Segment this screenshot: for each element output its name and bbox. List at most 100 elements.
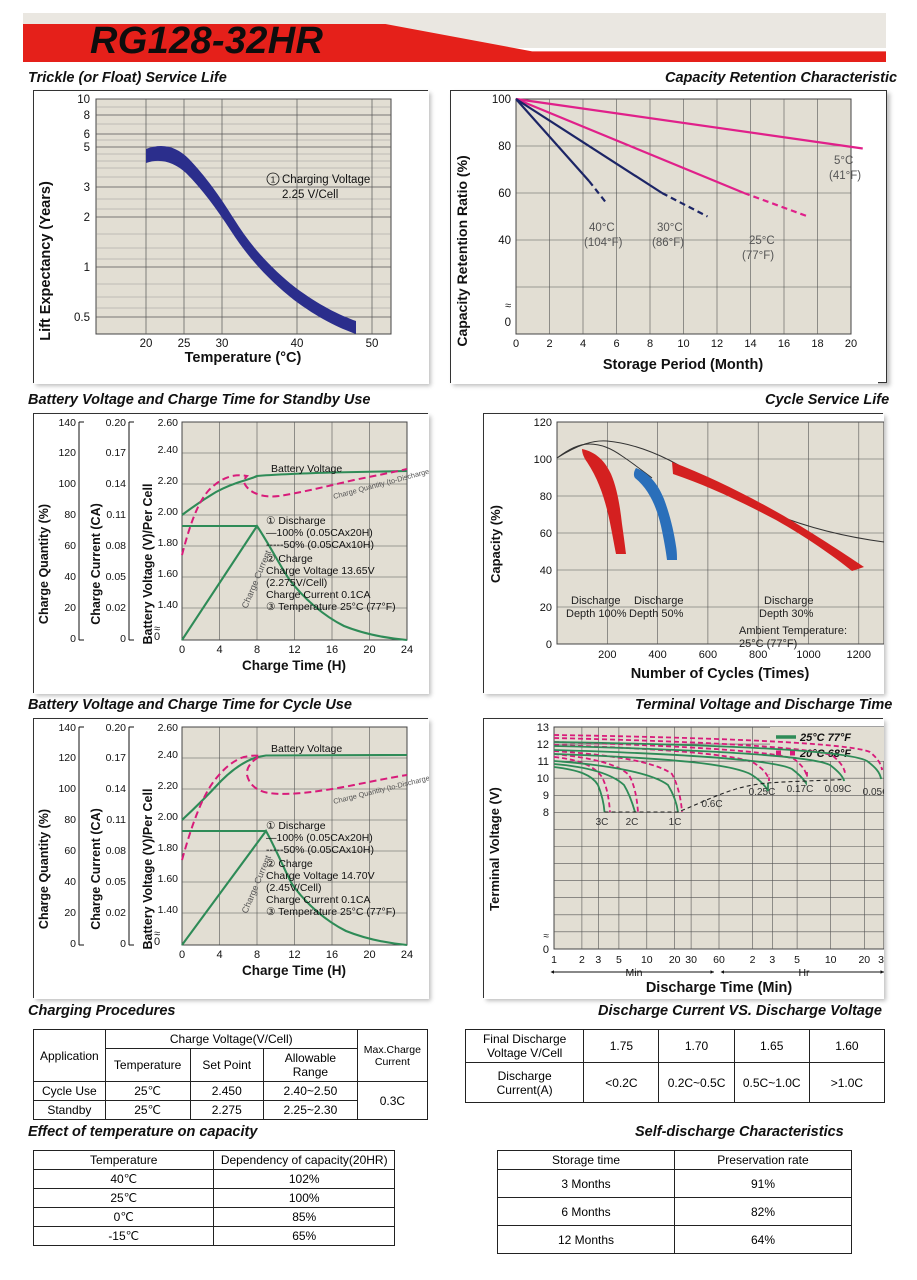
- svg-text:0.17: 0.17: [106, 447, 127, 459]
- svg-text:Charge Time (H): Charge Time (H): [242, 658, 346, 673]
- svg-text:40: 40: [540, 565, 552, 577]
- svg-text:2.60: 2.60: [158, 417, 179, 429]
- svg-text:120: 120: [58, 447, 76, 459]
- svg-text:1.80: 1.80: [158, 842, 179, 854]
- svg-text:80: 80: [64, 509, 76, 521]
- svg-text:60: 60: [540, 528, 552, 540]
- svg-text:60: 60: [64, 845, 76, 857]
- svg-text:2.40: 2.40: [158, 749, 179, 761]
- svg-text:12: 12: [537, 739, 549, 751]
- svg-text:120: 120: [58, 752, 76, 764]
- svg-text:13: 13: [537, 722, 549, 734]
- svg-text:0.25C: 0.25C: [749, 787, 776, 798]
- svg-text:-----50% (0.05CAx10H): -----50% (0.05CAx10H): [266, 844, 374, 856]
- svg-text:25: 25: [178, 338, 191, 350]
- svg-text:0: 0: [513, 338, 519, 350]
- svg-text:0.5: 0.5: [74, 312, 90, 324]
- svg-text:40: 40: [498, 235, 511, 247]
- svg-text:Ambient Temperature:: Ambient Temperature:: [739, 625, 847, 637]
- svg-text:5: 5: [616, 954, 622, 966]
- svg-text:3: 3: [595, 954, 601, 966]
- svg-text:(2.275V/Cell): (2.275V/Cell): [266, 577, 327, 589]
- svg-text:2: 2: [546, 338, 552, 350]
- svg-text:1C: 1C: [669, 817, 682, 828]
- svg-text:Discharge: Discharge: [764, 595, 814, 607]
- svg-text:① Discharge: ① Discharge: [266, 820, 326, 832]
- svg-text:Storage Period (Month): Storage Period (Month): [603, 357, 763, 373]
- svg-text:Charge Current (CA): Charge Current (CA): [89, 503, 103, 625]
- svg-text:30°C: 30°C: [657, 222, 683, 234]
- svg-text:8: 8: [254, 644, 260, 656]
- svg-text:Charge Quantity (%): Charge Quantity (%): [37, 809, 51, 929]
- svg-text:Hr: Hr: [798, 967, 810, 979]
- svg-text:0: 0: [179, 949, 185, 961]
- svg-text:1000: 1000: [796, 649, 820, 661]
- svg-text:20: 20: [540, 602, 552, 614]
- svg-text:24: 24: [401, 644, 413, 656]
- svg-text:① Discharge: ① Discharge: [266, 515, 326, 527]
- svg-text:6: 6: [84, 129, 90, 141]
- svg-text:20: 20: [845, 338, 857, 350]
- svg-text:0.11: 0.11: [106, 814, 126, 826]
- svg-text:600: 600: [699, 649, 717, 661]
- svg-text:80: 80: [64, 814, 76, 826]
- svg-text:(77°F): (77°F): [742, 250, 774, 262]
- svg-text:0: 0: [70, 938, 76, 950]
- svg-text:10: 10: [77, 94, 90, 106]
- svg-text:24: 24: [401, 949, 413, 961]
- svg-text:③ Temperature 25°C (77°F): ③ Temperature 25°C (77°F): [266, 601, 396, 613]
- svg-text:0.02: 0.02: [106, 602, 127, 614]
- svg-text:Temperature (°C): Temperature (°C): [185, 350, 302, 366]
- svg-text:Discharge: Discharge: [571, 595, 621, 607]
- svg-text:2.60: 2.60: [158, 722, 179, 734]
- svg-text:1200: 1200: [847, 649, 871, 661]
- svg-text:20: 20: [363, 949, 375, 961]
- svg-text:8: 8: [543, 807, 549, 819]
- svg-text:40: 40: [64, 571, 76, 583]
- svg-text:0.05: 0.05: [106, 571, 127, 583]
- svg-text:2.20: 2.20: [158, 780, 179, 792]
- svg-text:0.09C: 0.09C: [825, 784, 852, 795]
- svg-text:50: 50: [366, 338, 379, 350]
- svg-text:100: 100: [492, 94, 511, 106]
- svg-text:1: 1: [551, 954, 557, 966]
- svg-text:40°C: 40°C: [589, 222, 615, 234]
- svg-text:0: 0: [543, 944, 549, 956]
- svg-text:0: 0: [546, 639, 552, 651]
- svg-text:1.40: 1.40: [158, 599, 179, 611]
- svg-text:20°C 68°F: 20°C 68°F: [799, 748, 851, 760]
- svg-text:Capacity Retention Ratio (%): Capacity Retention Ratio (%): [454, 155, 470, 346]
- svg-text:16: 16: [326, 644, 338, 656]
- svg-text:0.17: 0.17: [106, 752, 127, 764]
- svg-text:≈: ≈: [544, 931, 550, 942]
- svg-text:Discharge: Discharge: [634, 595, 684, 607]
- svg-text:1: 1: [84, 262, 90, 274]
- svg-text:Depth 100%: Depth 100%: [566, 608, 627, 620]
- svg-text:Charge Voltage 13.65V: Charge Voltage 13.65V: [266, 565, 375, 577]
- svg-text:Charge Quantity (%): Charge Quantity (%): [37, 504, 51, 624]
- svg-text:Charge Current 0.1CA: Charge Current 0.1CA: [266, 894, 370, 906]
- svg-text:20: 20: [669, 954, 681, 966]
- svg-text:25°C 77°F: 25°C 77°F: [799, 732, 851, 744]
- svg-text:Lift Expectancy (Years): Lift Expectancy (Years): [38, 181, 54, 341]
- svg-text:Battery Voltage: Battery Voltage: [271, 463, 342, 475]
- svg-text:14: 14: [744, 338, 756, 350]
- svg-text:Charge Current 0.1CA: Charge Current 0.1CA: [266, 589, 370, 601]
- svg-text:0.08: 0.08: [106, 845, 127, 857]
- svg-text:120: 120: [534, 417, 552, 429]
- svg-text:8: 8: [647, 338, 653, 350]
- svg-text:0.20: 0.20: [106, 722, 127, 734]
- svg-text:25°C: 25°C: [749, 235, 775, 247]
- svg-text:80: 80: [540, 491, 552, 503]
- svg-text:100: 100: [58, 783, 76, 795]
- svg-text:Battery Voltage (V)/Per Cell: Battery Voltage (V)/Per Cell: [141, 789, 155, 950]
- svg-text:8: 8: [254, 949, 260, 961]
- svg-text:③ Temperature 25°C (77°F): ③ Temperature 25°C (77°F): [266, 906, 396, 918]
- svg-text:10: 10: [641, 954, 653, 966]
- svg-text:0: 0: [120, 633, 126, 645]
- svg-text:Depth 50%: Depth 50%: [629, 608, 684, 620]
- svg-text:20: 20: [140, 338, 153, 350]
- svg-text:1.60: 1.60: [158, 568, 179, 580]
- svg-text:② Charge: ② Charge: [266, 858, 313, 870]
- svg-text:0.14: 0.14: [106, 783, 127, 795]
